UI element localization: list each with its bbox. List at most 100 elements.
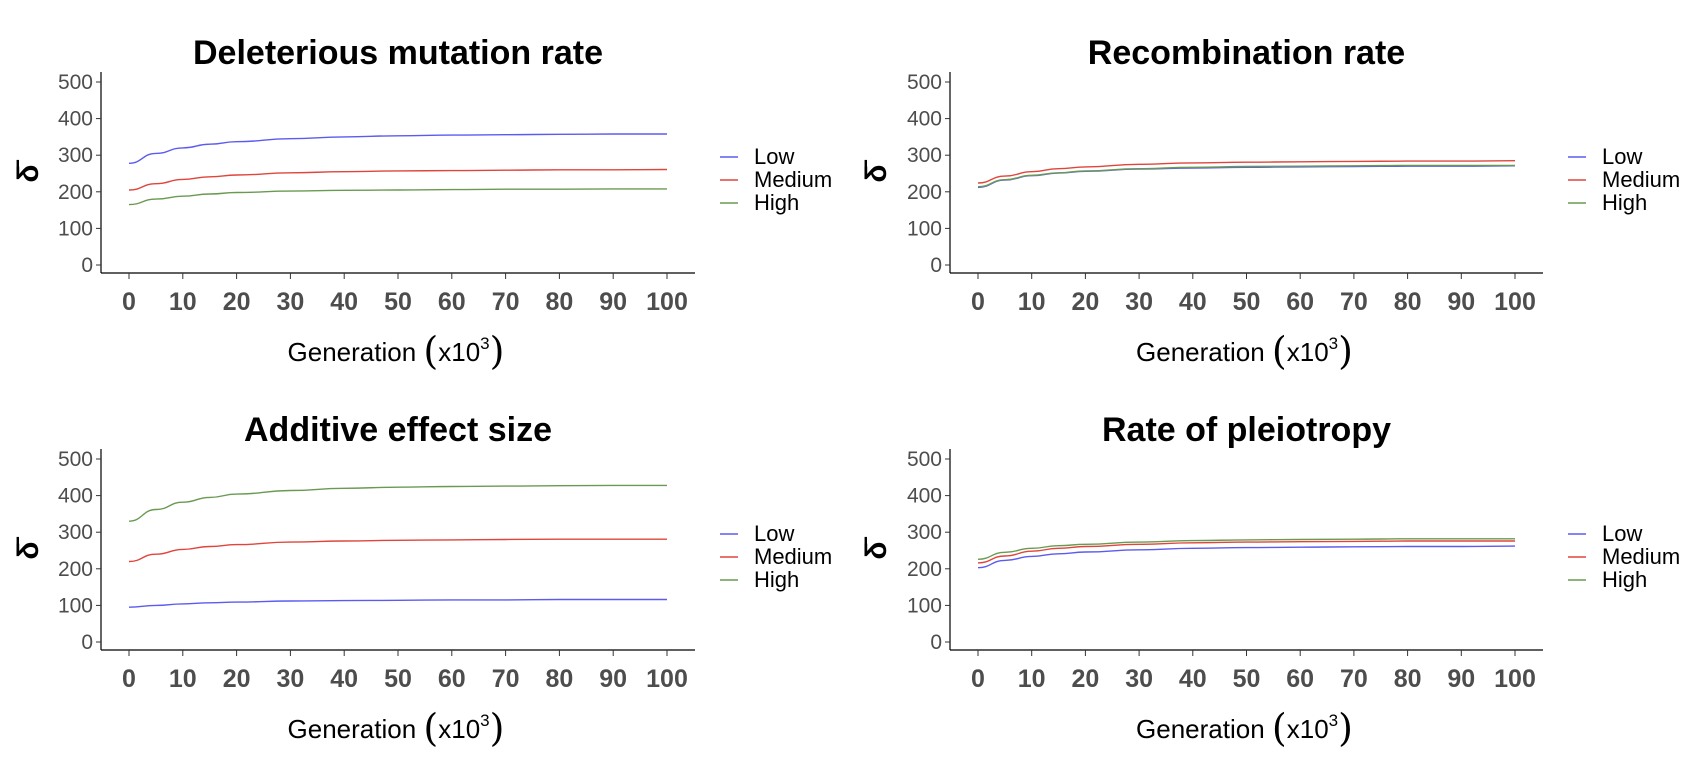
x-tick-label: 90	[1447, 665, 1475, 693]
x-tick-label: 60	[438, 665, 466, 693]
y-tick-label: 300	[907, 144, 942, 167]
y-axis-label: δ̄	[12, 536, 45, 559]
x-tick-label: 10	[169, 665, 197, 693]
x-tick-label: 40	[1179, 288, 1207, 316]
legend-label-high: High	[754, 190, 799, 215]
series-line-low	[128, 133, 667, 164]
x-tick-label: 0	[971, 288, 985, 316]
x-tick-label: 20	[1071, 288, 1099, 316]
y-axis-label: δ̄	[12, 159, 45, 182]
x-tick-label: 50	[1233, 288, 1261, 316]
x-tick-label: 20	[223, 665, 251, 693]
x-axis-label: Generation (x103)	[1136, 706, 1353, 750]
x-tick-label: 90	[1447, 288, 1475, 316]
chart-panel-3: Additive effect size 0 100 200 300 400 500 0 10 2…	[12, 411, 832, 750]
chart-title: Deleterious mutation rate	[193, 34, 603, 72]
y-tick-label: 500	[907, 448, 942, 471]
x-tick-label: 50	[384, 288, 412, 316]
y-axis-label: δ̄	[860, 536, 893, 559]
x-tick-label: 0	[122, 288, 136, 316]
chart-title: Additive effect size	[244, 411, 552, 449]
x-tick-label: 90	[599, 288, 627, 316]
legend-label-medium: Medium	[1602, 167, 1680, 192]
x-tick-label: 40	[330, 665, 358, 693]
series-line-medium	[128, 168, 668, 191]
y-tick-label: 200	[907, 558, 942, 581]
x-tick-label: 70	[1340, 665, 1368, 693]
y-tick-label: 0	[930, 254, 942, 277]
series-line-low	[128, 598, 667, 608]
y-tick-label: 100	[907, 217, 942, 240]
y-tick-label: 100	[58, 217, 93, 240]
x-axis-label: Generation (x103)	[288, 329, 505, 373]
y-tick-label: 200	[58, 181, 93, 204]
y-tick-label: 300	[907, 521, 942, 544]
x-tick-label: 50	[384, 665, 412, 693]
y-tick-label: 400	[58, 108, 93, 131]
x-tick-label: 0	[971, 665, 985, 693]
legend-label-medium: Medium	[754, 544, 832, 569]
x-tick-label: 100	[646, 288, 688, 316]
legend-label-medium: Medium	[754, 167, 832, 192]
x-tick-label: 100	[646, 665, 688, 693]
x-axis-label: Generation (x103)	[1136, 329, 1353, 373]
x-axis-label: Generation (x103)	[288, 706, 505, 750]
x-tick-label: 90	[599, 665, 627, 693]
series-line-high	[977, 164, 1515, 188]
y-tick-label: 0	[930, 631, 942, 654]
legend-label-low: Low	[1602, 144, 1642, 169]
x-tick-label: 80	[1394, 665, 1422, 693]
x-tick-label: 10	[1018, 665, 1046, 693]
y-tick-label: 400	[907, 108, 942, 131]
x-tick-label: 70	[492, 288, 520, 316]
x-tick-label: 0	[122, 665, 136, 693]
x-tick-label: 70	[492, 665, 520, 693]
legend-label-low: Low	[1602, 521, 1642, 546]
x-tick-label: 10	[1018, 288, 1046, 316]
chart-panel-1: Deleterious mutation rate010020030040050…	[12, 34, 832, 373]
chart-title: Rate of pleiotropy	[1102, 411, 1391, 449]
chart-title: Recombination rate	[1088, 34, 1405, 72]
chart-panel-2: Recombination rate 0 100 200 300 400 500 0 10 20 3…	[860, 34, 1680, 373]
x-tick-label: 20	[223, 288, 251, 316]
y-tick-label: 500	[907, 71, 942, 94]
series-line-medium	[977, 540, 1515, 564]
x-tick-label: 80	[545, 288, 573, 316]
x-tick-label: 40	[330, 288, 358, 316]
x-tick-label: 10	[169, 288, 197, 316]
legend-label-high: High	[1602, 567, 1647, 592]
y-axis-label: δ̄	[860, 159, 893, 182]
y-tick-label: 200	[907, 181, 942, 204]
x-tick-label: 100	[1494, 288, 1536, 316]
chart-panel-4: Rate of pleiotropy 0 100 200 300 400 500 0 10 20 3…	[860, 411, 1680, 750]
legend-label-high: High	[1602, 190, 1647, 215]
x-tick-label: 40	[1179, 665, 1207, 693]
x-tick-label: 80	[545, 665, 573, 693]
series-line-high	[128, 484, 667, 522]
y-tick-label: 0	[81, 631, 93, 654]
y-tick-label: 100	[58, 594, 93, 617]
y-tick-label: 0	[81, 254, 93, 277]
x-tick-label: 60	[1286, 665, 1314, 693]
legend-label-medium: Medium	[1602, 544, 1680, 569]
x-tick-label: 50	[1233, 665, 1261, 693]
y-tick-label: 300	[58, 144, 93, 167]
legend-label-high: High	[754, 567, 799, 592]
y-tick-label: 500	[58, 71, 93, 94]
y-tick-label: 400	[907, 485, 942, 508]
x-tick-label: 20	[1071, 665, 1099, 693]
series-line-low	[977, 545, 1516, 569]
series-line-medium	[977, 160, 1516, 184]
x-tick-label: 30	[276, 665, 304, 693]
y-tick-label: 300	[58, 521, 93, 544]
x-tick-label: 30	[1125, 665, 1153, 693]
y-tick-label: 500	[58, 448, 93, 471]
x-tick-label: 60	[1286, 288, 1314, 316]
y-tick-label: 200	[58, 558, 93, 581]
x-tick-label: 30	[1125, 288, 1153, 316]
x-tick-label: 70	[1340, 288, 1368, 316]
legend-label-low: Low	[754, 521, 794, 546]
y-tick-label: 100	[907, 594, 942, 617]
series-line-high	[128, 188, 667, 206]
